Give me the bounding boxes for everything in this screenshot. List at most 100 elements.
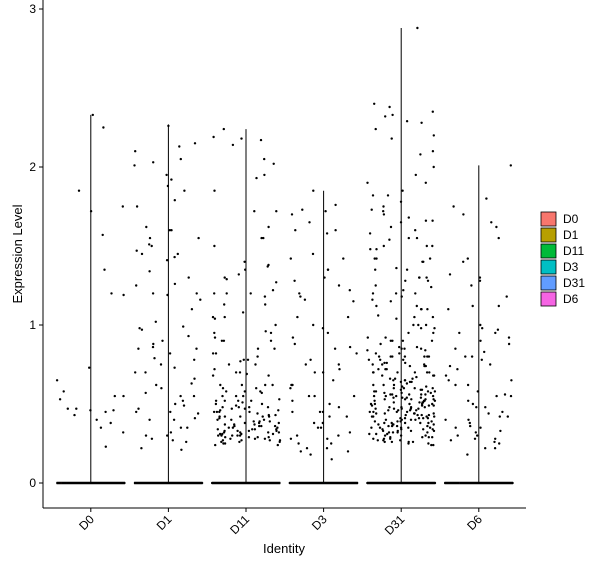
point-D31 (390, 440, 394, 444)
point-D3 (299, 295, 302, 298)
point-D11 (221, 432, 224, 436)
point-D6-zero (511, 482, 514, 484)
point-D31 (432, 398, 435, 401)
point-D1-zero (190, 482, 193, 484)
point-D31 (385, 361, 388, 365)
point-D3-zero (325, 482, 328, 484)
point-D31 (432, 134, 435, 137)
point-D31 (415, 236, 419, 240)
point-D6-zero (473, 482, 476, 484)
point-D1 (166, 434, 169, 437)
point-D31 (424, 181, 427, 184)
point-D31 (371, 292, 375, 295)
point-D3 (318, 410, 322, 414)
point-D6 (484, 406, 487, 409)
point-D3 (303, 298, 307, 301)
point-D3 (326, 437, 329, 440)
point-D1-zero (170, 482, 173, 484)
point-D1 (168, 352, 172, 355)
point-D31 (402, 289, 405, 292)
point-D11-zero (249, 482, 252, 484)
point-D31 (417, 417, 421, 420)
point-D11 (257, 421, 261, 425)
point-D11 (271, 432, 275, 436)
point-D6 (468, 421, 471, 425)
point-D6 (498, 442, 501, 445)
point-D31 (426, 355, 429, 358)
point-D31 (379, 342, 382, 346)
point-D11 (240, 439, 243, 442)
point-D31 (399, 434, 403, 437)
point-D6 (444, 374, 448, 377)
point-D3 (337, 406, 341, 409)
point-D3 (294, 229, 297, 232)
point-D31 (399, 420, 402, 423)
point-D6 (509, 164, 512, 167)
point-D31 (403, 355, 407, 358)
point-D11-zero (240, 482, 243, 484)
point-D11 (262, 418, 266, 421)
point-D31 (412, 323, 415, 327)
point-D3-zero (288, 482, 291, 484)
point-D31 (405, 410, 409, 414)
point-D6 (458, 331, 461, 335)
point-D1-zero (162, 482, 165, 484)
point-D3-zero (356, 482, 359, 484)
point-D31 (397, 409, 400, 412)
point-D31 (422, 260, 425, 263)
point-D0-zero (89, 482, 92, 484)
point-D6 (466, 383, 470, 387)
point-D31 (368, 432, 371, 436)
point-D1-zero (164, 482, 167, 484)
point-D11-zero (232, 482, 235, 484)
point-D31 (431, 387, 434, 390)
violins-layer (56, 27, 514, 485)
point-D31 (417, 407, 420, 410)
point-D11 (237, 406, 240, 409)
point-D6 (479, 323, 482, 327)
point-D31 (384, 418, 388, 421)
point-D1 (197, 236, 200, 240)
point-D3 (332, 379, 335, 382)
point-D11-zero (278, 482, 281, 484)
point-D31 (401, 385, 404, 388)
point-D31 (376, 439, 379, 442)
point-D31 (427, 413, 431, 417)
x-tick-label-D3: D3 (309, 512, 330, 533)
point-D11 (211, 352, 215, 355)
point-D3 (342, 257, 345, 260)
point-D0-zero (101, 482, 104, 484)
point-D1 (168, 229, 171, 232)
point-D11-zero (252, 482, 255, 484)
point-D31 (410, 398, 413, 401)
point-D31 (418, 276, 421, 279)
point-D3-zero (353, 482, 355, 484)
point-D31-zero (429, 482, 432, 484)
point-D6-zero (488, 482, 491, 484)
point-D31 (413, 412, 416, 415)
point-D31 (426, 308, 429, 311)
point-D31 (419, 327, 423, 330)
point-D31 (400, 347, 403, 350)
point-D31 (407, 236, 410, 240)
point-D11 (222, 127, 225, 131)
point-D31-zero (406, 482, 409, 484)
point-D11 (252, 420, 255, 423)
point-D31 (377, 423, 380, 426)
point-D31 (374, 127, 377, 131)
point-D6 (462, 260, 465, 263)
point-D0 (109, 421, 112, 425)
point-D3 (309, 453, 312, 456)
point-D0 (101, 233, 104, 237)
point-D1 (173, 366, 176, 369)
point-D31 (388, 377, 392, 380)
point-D11 (248, 406, 251, 409)
point-D31 (419, 421, 422, 425)
point-D31 (381, 374, 384, 377)
point-D31 (419, 153, 422, 156)
point-D11 (218, 432, 222, 436)
point-D11-zero (211, 482, 214, 484)
point-D6 (489, 363, 492, 366)
point-D31 (367, 358, 371, 361)
point-D6 (449, 439, 453, 442)
